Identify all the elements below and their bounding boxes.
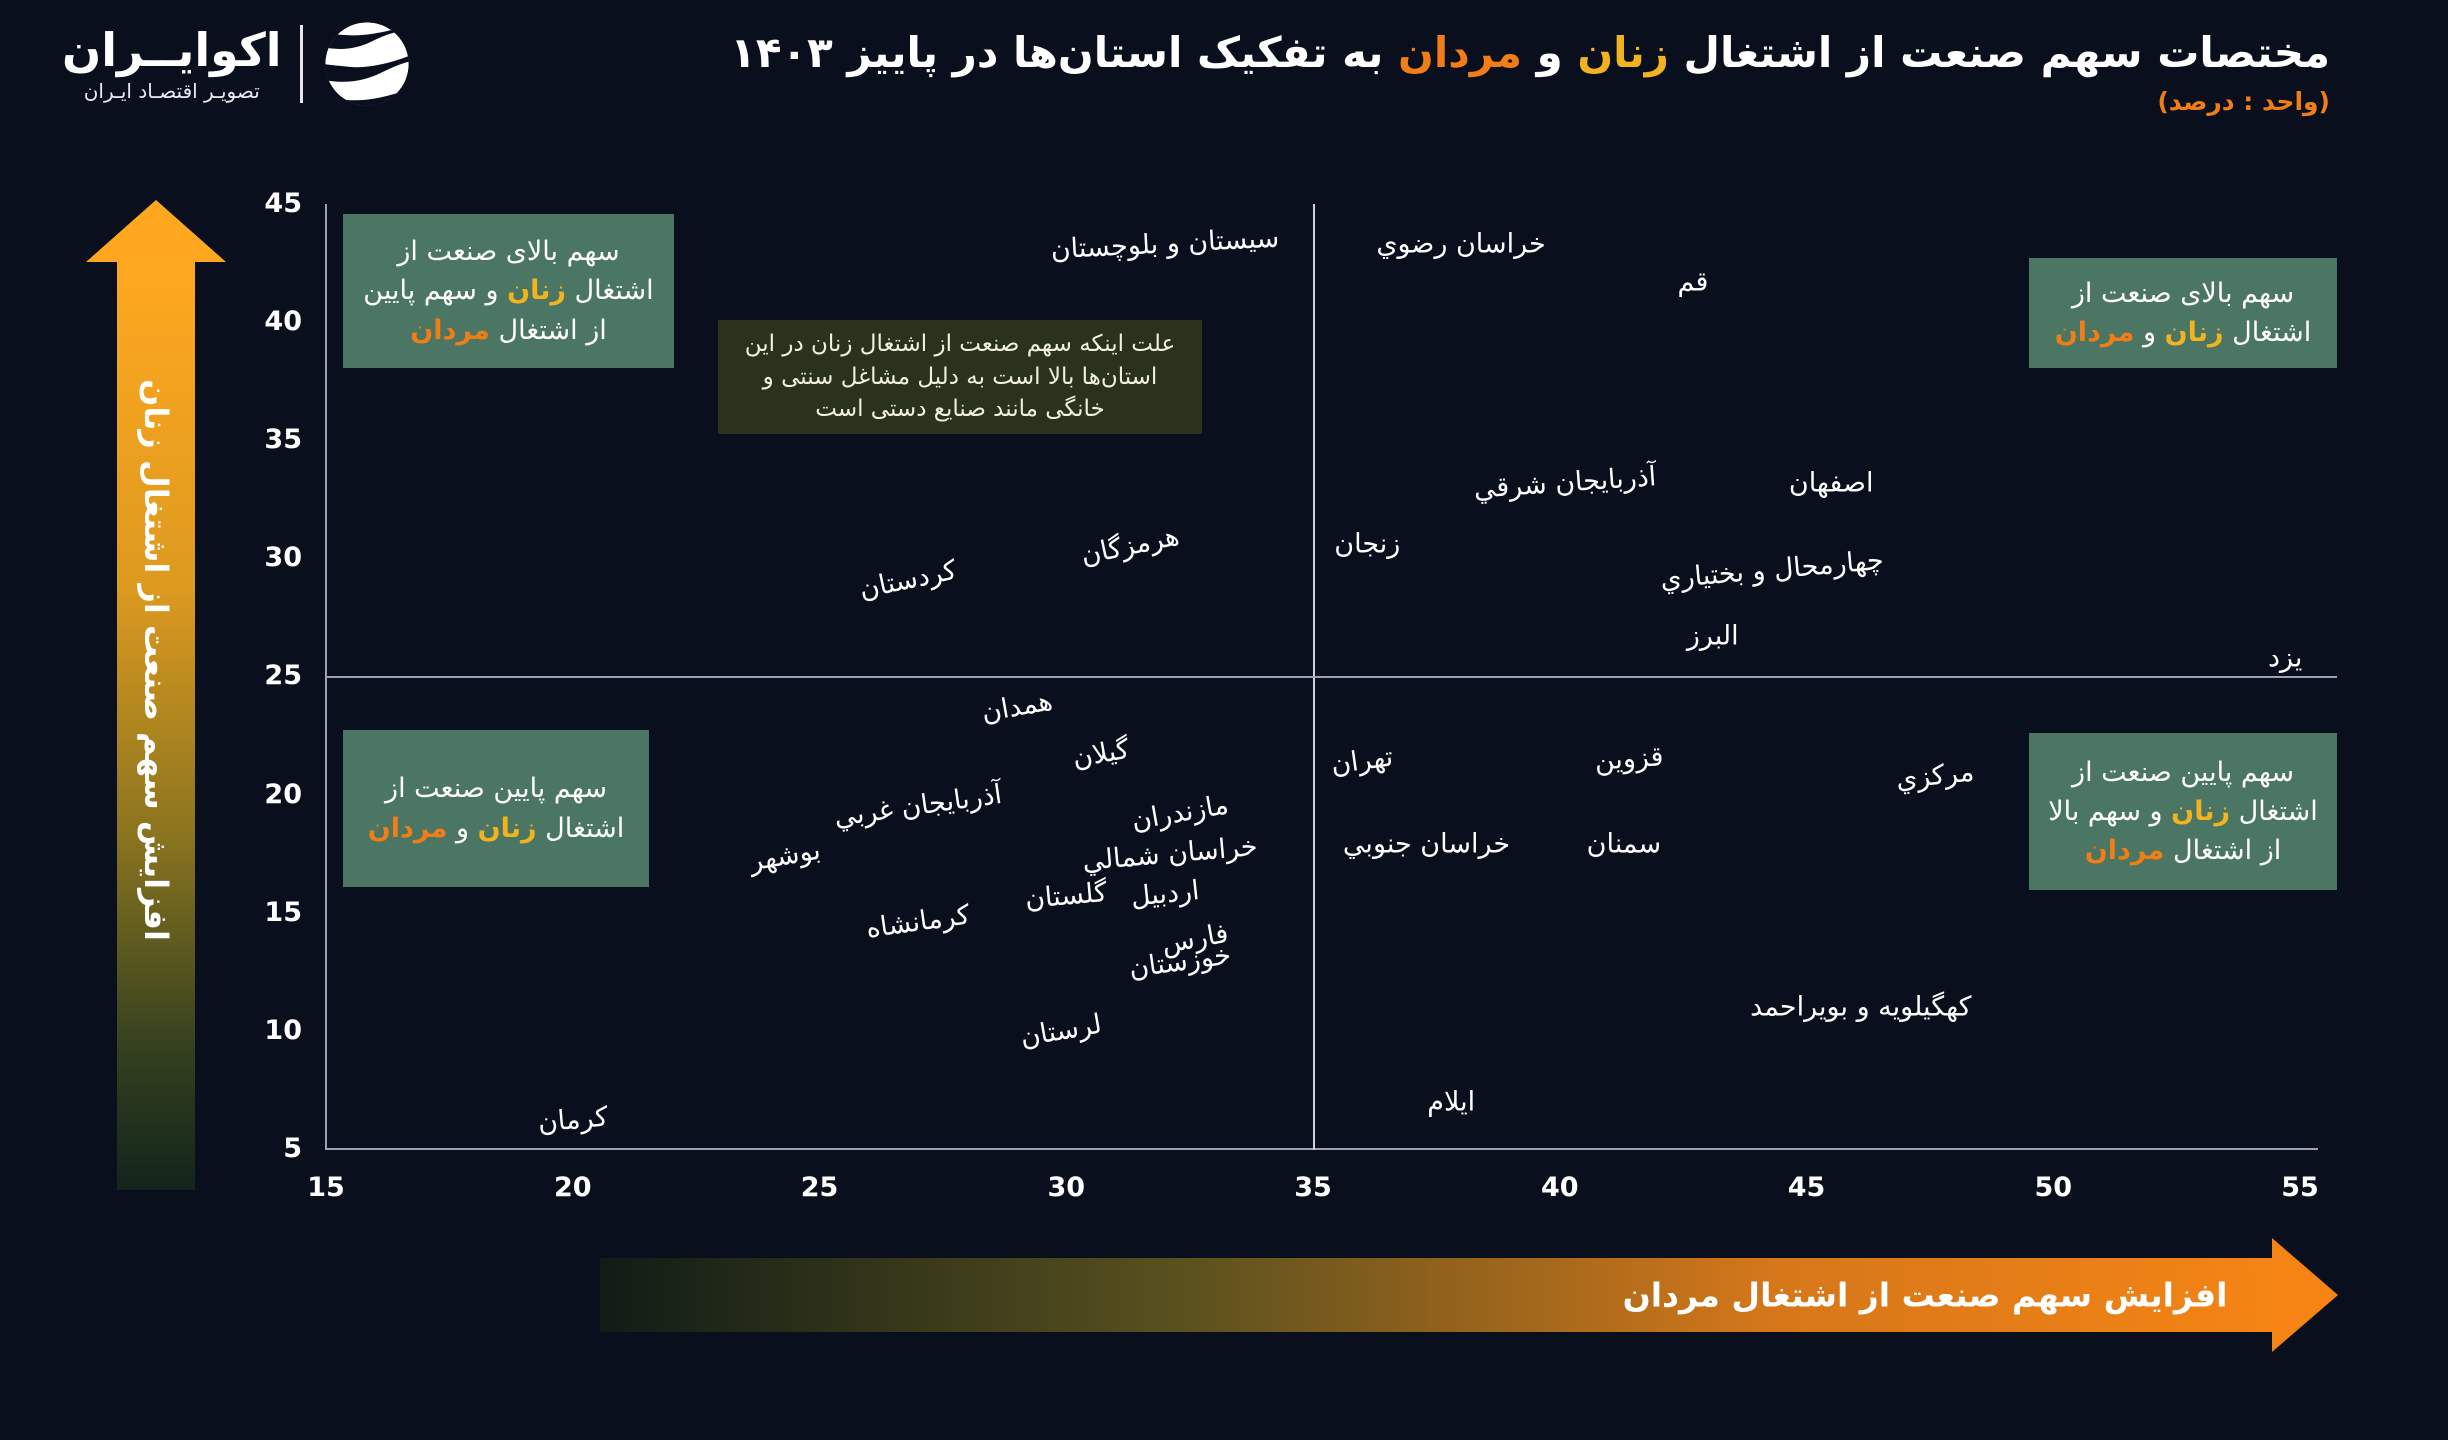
province-label: تهران	[1329, 741, 1396, 782]
text-part: مختصات سهم صنعت از اشتغال	[1668, 28, 2330, 77]
explanation-note: علت اینکه سهم صنعت از اشتغال زنان در این…	[718, 320, 1202, 434]
text-part: سهم بالای صنعت از اشتغال	[397, 236, 654, 307]
text-part: و	[2134, 317, 2165, 348]
quadrant-box-bottom-right: سهم پایین صنعت از اشتغال زنان و سهم بالا…	[2029, 733, 2337, 890]
province-label: اصفهان	[1788, 467, 1874, 499]
highlight-women: زنان	[2164, 317, 2224, 348]
brand-text-block: اکوایــران تصویـر اقتصـاد ایـران	[62, 25, 282, 104]
x-tick-55: 55	[2281, 1172, 2319, 1203]
y-tick-10: 10	[264, 1014, 302, 1046]
ecoiran-logo-icon	[321, 18, 413, 110]
province-label: همدان	[979, 685, 1055, 729]
y-axis-label: افزایش سهم صنعت از اشتغال زنان	[137, 379, 175, 941]
highlight-women: زنان	[2171, 795, 2231, 827]
province-label: البرز	[1686, 620, 1739, 652]
x-tick-45: 45	[1787, 1172, 1826, 1203]
province-label: آذربایجان غربي	[832, 779, 1004, 834]
y-tick-15: 15	[264, 896, 302, 928]
x-axis-line	[326, 1148, 2318, 1150]
province-label: گیلان	[1070, 734, 1132, 775]
x-tick-30: 30	[1047, 1172, 1086, 1203]
province-label: اردبیل	[1129, 874, 1201, 913]
province-label: خراسان جنوبي	[1342, 828, 1511, 860]
province-label: هرمزگان	[1078, 520, 1183, 572]
province-label: سمنان	[1586, 828, 1662, 860]
text-part: و	[1521, 28, 1578, 77]
highlight-women: زنان	[1577, 28, 1669, 77]
province-label: کرمان	[536, 1101, 610, 1139]
brand-divider	[299, 25, 303, 103]
province-label: لرستان	[1018, 1008, 1105, 1054]
brand-logo: اکوایــران تصویـر اقتصـاد ایـران	[62, 18, 413, 110]
unit-subtitle: (واحد : درصد)	[2157, 86, 2330, 116]
women-axis-arrow	[86, 200, 226, 1190]
x-tick-20: 20	[553, 1172, 592, 1203]
title-block: مختصات سهم صنعت از اشتغال زنان و مردان ب…	[730, 26, 2330, 116]
province-label: یزد	[2267, 642, 2303, 673]
highlight-women: زنان	[507, 275, 566, 307]
province-label: بوشهر	[747, 834, 823, 878]
text-part: و سهم بالا از اشتغال	[2048, 795, 2282, 867]
y-tick-20: 20	[264, 778, 302, 810]
y-tick-5: 5	[283, 1132, 302, 1164]
y-tick-35: 35	[264, 424, 302, 456]
x-tick-35: 35	[1294, 1172, 1332, 1203]
y-tick-30: 30	[264, 542, 302, 574]
province-label: سیستان و بلوچستان	[1049, 222, 1280, 266]
x-tick-25: 25	[800, 1172, 839, 1203]
x-tick-50: 50	[2034, 1172, 2073, 1203]
quadrant-box-top-left: سهم بالای صنعت از اشتغال زنان و سهم پایی…	[343, 214, 674, 368]
brand-name: اکوایــران	[62, 22, 282, 77]
text-part: و سهم پایین از اشتغال	[363, 275, 607, 346]
men-axis-arrow	[600, 1238, 2338, 1352]
text-part: سهم پایین صنعت از اشتغال	[2072, 756, 2318, 827]
province-label: خوزستان	[1126, 939, 1233, 985]
province-label: چهارمحال و بختیاري	[1659, 544, 1885, 596]
province-label: کردستان	[856, 554, 960, 605]
y-tick-25: 25	[264, 660, 302, 692]
province-label: قزوین	[1593, 741, 1665, 777]
x-tick-40: 40	[1540, 1172, 1579, 1203]
text-part: سهم پایین صنعت از اشتغال	[385, 773, 625, 844]
province-label: مازندران	[1128, 789, 1231, 838]
text-part: سهم بالای صنعت از اشتغال	[2071, 277, 2312, 348]
province-label: کرمانشاه	[864, 899, 973, 945]
province-label: زنجان	[1334, 528, 1401, 560]
highlight-men: مردان	[2054, 317, 2135, 348]
y-tick-40: 40	[264, 306, 302, 338]
province-label: ایلام	[1427, 1086, 1476, 1118]
province-label: آذربایجان شرقي	[1472, 460, 1657, 505]
province-label: گلستان	[1024, 877, 1109, 916]
province-label: خراسان شمالي	[1081, 830, 1259, 877]
quadrant-divider-horizontal	[326, 676, 2337, 678]
text-part: به تفکیک استان‌ها در پاییز ۱۴۰۳	[730, 28, 1399, 77]
province-label: کهگیلویه و بویراحمد	[1750, 991, 1972, 1023]
quadrant-box-bottom-left: سهم پایین صنعت از اشتغال زنان و مردان	[343, 730, 649, 887]
province-label: خراسان رضوي	[1376, 228, 1546, 260]
quadrant-box-top-right: سهم بالای صنعت از اشتغال زنان و مردان	[2029, 258, 2337, 368]
highlight-men: مردان	[410, 314, 490, 346]
province-label: قم	[1677, 266, 1709, 298]
highlight-men: مردان	[1398, 28, 1522, 77]
y-tick-45: 45	[264, 188, 302, 219]
highlight-men: مردان	[367, 812, 448, 844]
text-part: و	[447, 812, 478, 844]
province-label: مرکزي	[1894, 756, 1976, 796]
highlight-women: زنان	[477, 812, 537, 844]
highlight-men: مردان	[2084, 835, 2165, 867]
x-axis-label: افزایش سهم صنعت از اشتغال مردان	[1622, 1275, 2228, 1315]
brand-tagline: تصویـر اقتصـاد ایـران	[83, 79, 260, 104]
x-tick-15: 15	[307, 1172, 345, 1203]
page-title: مختصات سهم صنعت از اشتغال زنان و مردان ب…	[730, 26, 2330, 81]
